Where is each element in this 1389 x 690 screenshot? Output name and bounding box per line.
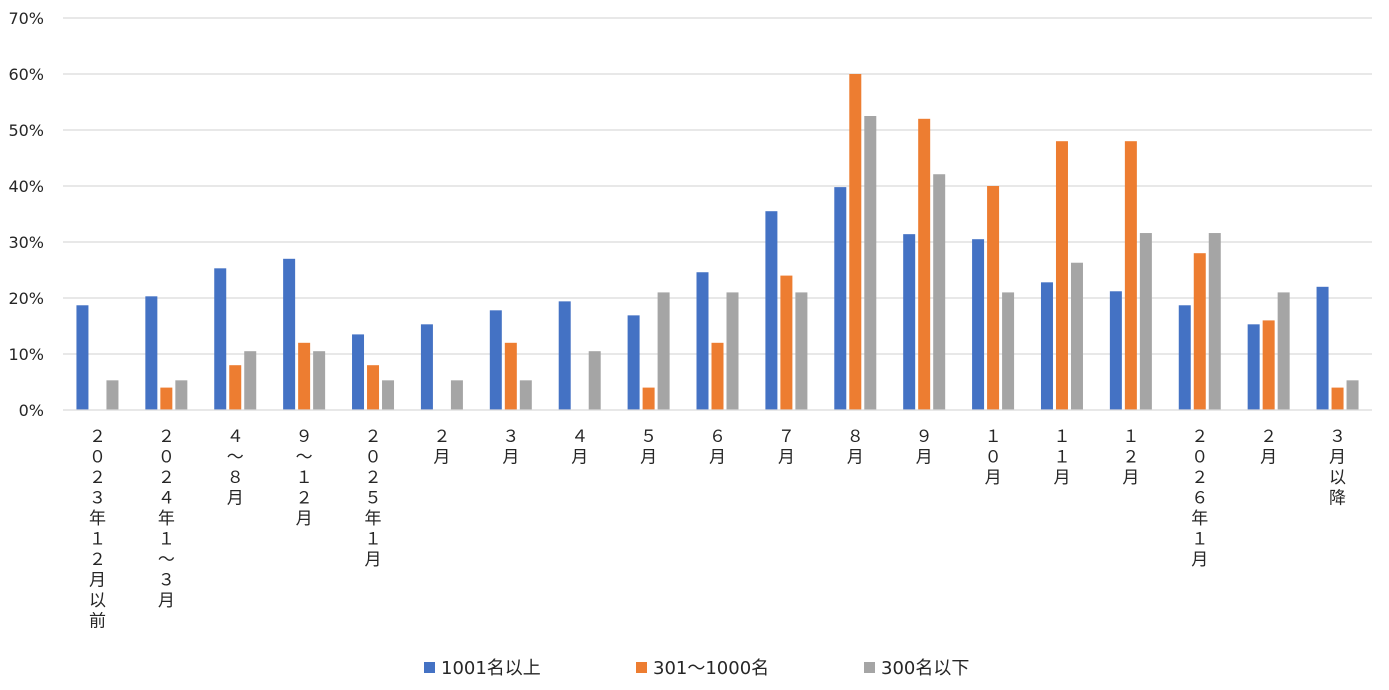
x-tick-label: ２０２４年１～３月 (158, 427, 175, 611)
bar-series-2 (298, 342, 311, 410)
bar-series-2 (711, 342, 724, 410)
bar-series-2 (918, 118, 931, 411)
y-tick-label: 70% (8, 9, 44, 28)
bar-series-2 (504, 342, 517, 410)
x-tick-label: ４月 (571, 427, 588, 468)
bar-series-1 (903, 234, 916, 410)
x-tick-label: ２０２３年１２月以前 (89, 427, 106, 632)
legend-swatch-series-3 (864, 661, 875, 673)
bar-series-1 (972, 239, 985, 410)
bar-series-1 (145, 296, 158, 410)
bar-series-1 (420, 324, 433, 410)
x-tick-label: ３月 (502, 427, 519, 468)
bar-series-2 (367, 365, 380, 410)
y-tick-label: 20% (8, 289, 44, 308)
bar-series-3 (933, 174, 946, 410)
bar-series-3 (726, 292, 739, 410)
bar-series-1 (352, 334, 365, 410)
legend-item-series-3: 300名以下 (864, 655, 969, 679)
y-tick-label: 10% (8, 345, 44, 364)
legend-swatch-series-1 (424, 661, 435, 673)
bar-series-3 (519, 380, 532, 410)
bar-series-2 (849, 74, 862, 410)
bar-series-3 (106, 380, 119, 410)
bar-series-1 (1316, 286, 1329, 410)
bar-series-1 (1178, 305, 1191, 410)
bar-series-3 (1139, 233, 1152, 410)
x-tick-label: ４～８月 (227, 427, 244, 509)
bar-series-3 (244, 351, 257, 410)
bar-series-1 (283, 258, 296, 410)
bar-series-2 (160, 387, 173, 410)
legend: 1001名以上 301～1000名 300名以下 (0, 655, 1389, 679)
x-tick-label: ２月 (433, 427, 450, 468)
legend-label-series-3: 300名以下 (881, 658, 970, 679)
bar-series-group (76, 74, 1359, 411)
legend-swatch-series-2 (636, 661, 647, 673)
bar-series-3 (588, 351, 601, 410)
bar-series-2 (1262, 320, 1275, 410)
x-tick-label: １１月 (1053, 427, 1070, 488)
bar-series-1 (1040, 282, 1053, 410)
bar-series-3 (864, 116, 877, 410)
y-axis-tick-labels: 0% 10% 20% 30% 40% 50% 60% 70% (8, 9, 44, 420)
bar-series-3 (1002, 292, 1015, 410)
bar-series-3 (1208, 233, 1221, 410)
x-tick-label: ７月 (778, 427, 795, 468)
bar-series-3 (175, 380, 188, 410)
y-tick-label: 0% (19, 401, 44, 420)
x-tick-label: ６月 (709, 427, 726, 468)
bar-series-1 (834, 187, 847, 410)
bar-series-3 (1070, 262, 1083, 410)
bar-series-2 (1193, 253, 1206, 410)
x-tick-label: ８月 (847, 427, 864, 468)
x-tick-label: ２０２６年１月 (1191, 427, 1208, 570)
bar-series-1 (489, 310, 502, 410)
bar-series-3 (657, 292, 670, 410)
bar-series-3 (795, 292, 808, 410)
bar-series-1 (76, 305, 89, 410)
x-tick-label: １２月 (1122, 427, 1139, 488)
x-tick-label: １０月 (985, 427, 1002, 488)
x-tick-label: ９月 (916, 427, 933, 468)
bar-series-2 (1055, 141, 1068, 410)
bar-series-2 (1124, 141, 1137, 410)
legend-item-series-1: 1001名以上 (424, 655, 541, 679)
bar-series-2 (780, 275, 793, 410)
bar-series-1 (765, 211, 778, 410)
y-tick-label: 50% (8, 121, 44, 140)
legend-label-series-1: 1001名以上 (441, 658, 541, 679)
bar-series-1 (1247, 324, 1260, 410)
bar-series-3 (450, 380, 463, 410)
x-tick-label: ２０２５年１月 (365, 427, 382, 570)
y-tick-label: 60% (8, 65, 44, 84)
bar-series-2 (642, 387, 655, 410)
x-tick-label: ５月 (640, 427, 657, 468)
bar-series-3 (1277, 292, 1290, 410)
y-tick-label: 40% (8, 177, 44, 196)
x-axis-category-labels: ２０２３年１２月以前 ２０２４年１～３月 ４～８月 ９～１２月 ２０２５年１月 ２月 ３月 ４… (89, 427, 1346, 632)
bar-series-1 (558, 301, 571, 410)
bar-series-3 (313, 351, 326, 410)
legend-item-series-2: 301～1000名 (636, 655, 769, 679)
x-tick-label: ２月 (1260, 427, 1277, 468)
bar-series-1 (214, 268, 227, 410)
bar-series-2 (229, 365, 242, 410)
bar-series-1 (696, 272, 709, 410)
bar-series-2 (1331, 387, 1344, 410)
bar-series-1 (1109, 291, 1122, 410)
bar-series-1 (627, 315, 640, 410)
bar-series-3 (382, 380, 395, 410)
bar-series-2 (987, 186, 1000, 410)
bar-series-3 (1346, 380, 1359, 410)
x-tick-label: ３月以降 (1329, 427, 1346, 509)
y-tick-label: 30% (8, 233, 44, 252)
legend-label-series-2: 301～1000名 (653, 658, 770, 679)
x-tick-label: ９～１２月 (296, 427, 313, 529)
gridlines (63, 17, 1372, 355)
